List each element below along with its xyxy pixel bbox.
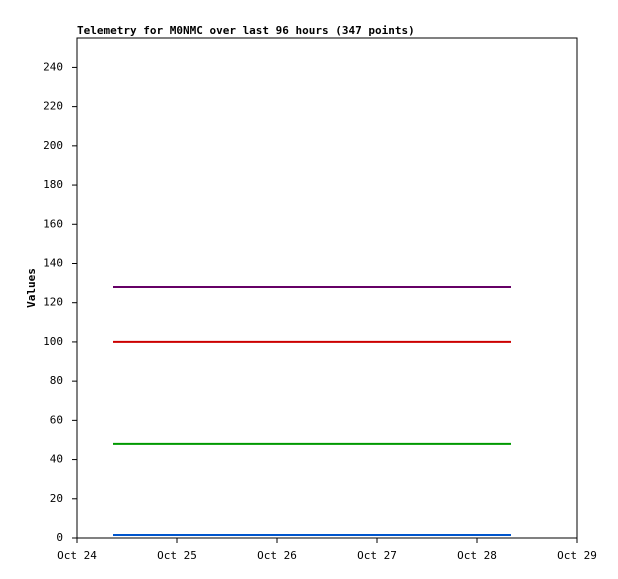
y-tick-label: 40 <box>50 453 63 466</box>
y-tick-label: 140 <box>43 256 63 269</box>
y-tick-label: 200 <box>43 139 63 152</box>
y-tick-label: 160 <box>43 217 63 230</box>
y-tick-label: 120 <box>43 296 63 309</box>
x-tick-label: Oct 29 <box>557 549 597 562</box>
y-tick-label: 220 <box>43 100 63 113</box>
x-tick-label: Oct 28 <box>457 549 497 562</box>
y-tick-label: 80 <box>50 374 63 387</box>
y-tick-label: 60 <box>50 413 63 426</box>
x-tick-label: Oct 25 <box>157 549 197 562</box>
y-tick-label: 20 <box>50 492 63 505</box>
y-tick-label: 100 <box>43 335 63 348</box>
y-tick-label: 180 <box>43 178 63 191</box>
chart-title: Telemetry for M0NMC over last 96 hours (… <box>77 24 415 37</box>
x-tick-label: Oct 26 <box>257 549 297 562</box>
x-tick-label: Oct 27 <box>357 549 397 562</box>
y-tick-label: 0 <box>56 531 63 544</box>
y-tick-label: 240 <box>43 60 63 73</box>
x-tick-label: Oct 24 <box>57 549 97 562</box>
y-axis-label: Values <box>25 268 38 308</box>
